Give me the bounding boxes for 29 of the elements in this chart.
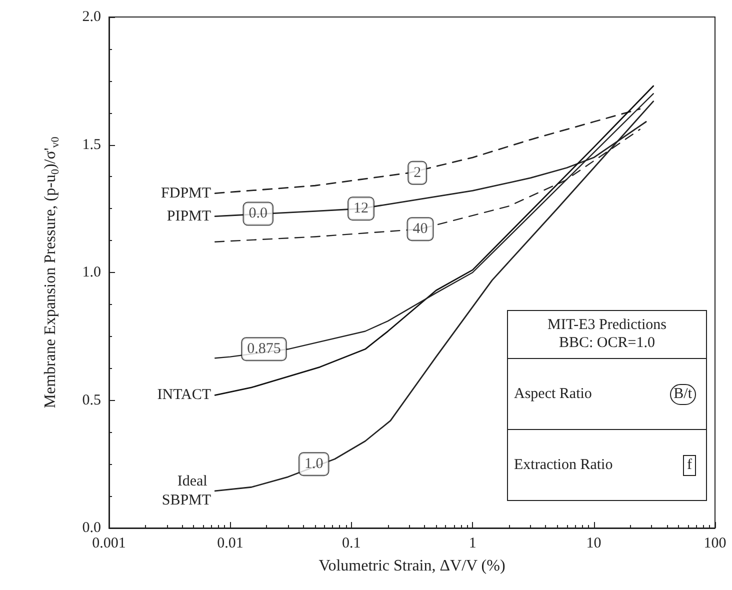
- annotation: Extraction Ratio: [514, 456, 613, 474]
- y-tick-label: 0.0: [82, 520, 101, 536]
- annotation: 2: [414, 164, 422, 181]
- annotation: 0.875: [247, 341, 281, 358]
- x-tick-label: 0.01: [217, 536, 244, 552]
- series-label: FDPMT: [161, 185, 212, 202]
- annotation: BBC: OCR=1.0: [558, 334, 656, 352]
- annotation: 0.0: [248, 206, 268, 222]
- legend-label: PIPMT: [166, 208, 212, 224]
- x-tick-label: 0.1: [342, 536, 361, 552]
- annotation: B/t: [670, 384, 696, 404]
- x-tick-label: 1: [468, 536, 476, 552]
- y-tick-label: 1.0: [82, 264, 101, 280]
- y-tick-label: 2.0: [82, 9, 101, 25]
- annotation: f: [683, 454, 696, 476]
- annotation: 1.0: [304, 456, 324, 472]
- series-label: INTACT: [157, 387, 212, 404]
- annotation: 40: [412, 221, 428, 238]
- x-tick-label: 10: [586, 536, 602, 552]
- annotation: Aspect Ratio: [514, 386, 592, 402]
- y-axis-title: Membrane Expansion Pressure, (p-u0)/σ'v0: [42, 136, 62, 408]
- x-tick-label: 100: [704, 536, 726, 552]
- y-tick-label: 1.5: [82, 136, 101, 153]
- x-axis-title: Volumetric Strain, ΔV/V (%): [318, 558, 506, 574]
- series-label: Ideal SBPMT: [162, 473, 212, 508]
- annotation: 12: [353, 200, 368, 217]
- annotation: MIT-E3 Predictions: [546, 316, 668, 334]
- x-tick-label: 0.001: [92, 536, 126, 552]
- y-tick-label: 0.5: [82, 392, 101, 408]
